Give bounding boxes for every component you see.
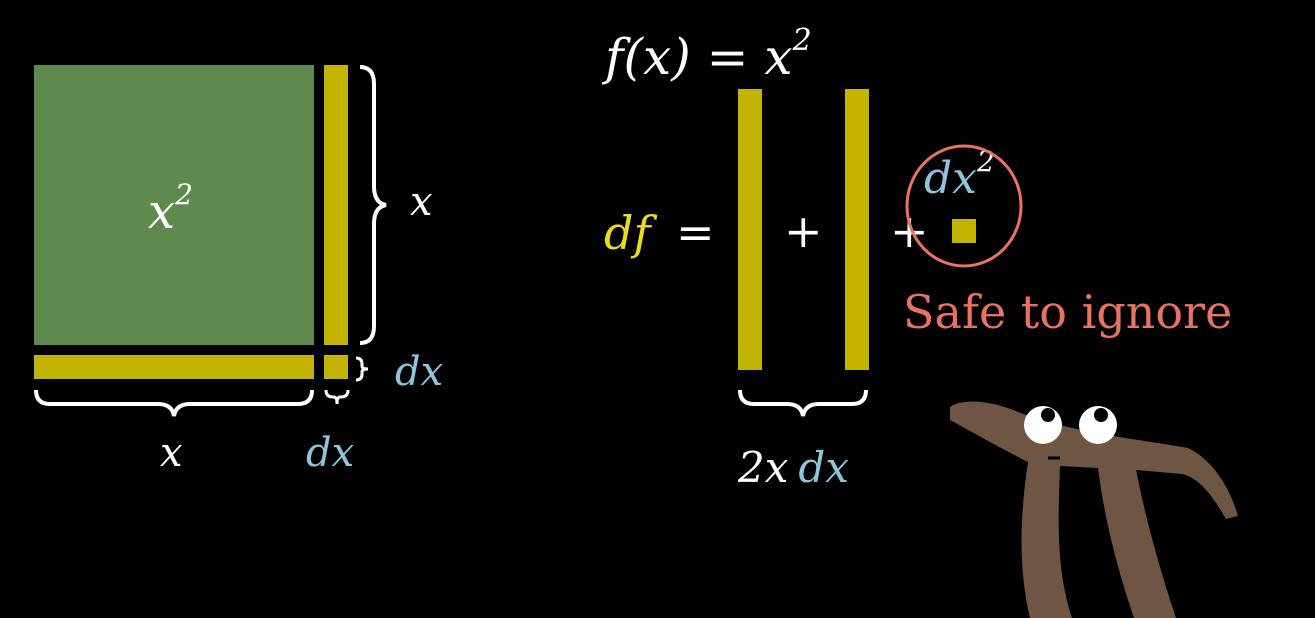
small-dx-brace-bottom <box>324 389 350 405</box>
right-pupil <box>1094 408 1108 422</box>
bottom-brace <box>34 389 314 417</box>
safe-to-ignore-note: Safe to ignore <box>903 285 1232 339</box>
two-x-dx-dx-part: dx <box>798 443 849 492</box>
bottom-label: x <box>160 430 183 476</box>
right-dx-strip <box>324 65 348 345</box>
function-definition: f(x) = x2 <box>601 23 812 86</box>
first-plus-sign: + <box>784 204 823 258</box>
tiny-dx-square <box>952 219 976 243</box>
highlight-circle <box>905 144 1023 268</box>
right-dx-label: dx <box>395 349 443 395</box>
second-strip <box>845 89 869 370</box>
pi-creature-icon <box>950 401 1238 618</box>
bottom-dx-strip <box>34 355 314 379</box>
derivative-equation: f(x) = x2 df = + + dx2 Safe to ignore 2x… <box>601 23 1232 492</box>
first-strip <box>738 89 762 370</box>
two-x-dx-brace <box>738 389 868 417</box>
right-side-brace <box>359 65 387 345</box>
two-x-dx-label: 2x dx <box>737 443 849 492</box>
right-side-label: x <box>410 179 433 225</box>
left-pupil <box>1041 408 1055 422</box>
second-plus-sign: + <box>890 204 929 258</box>
function-exponent: 2 <box>792 23 812 58</box>
dx-squared-label: dx2 <box>924 145 995 204</box>
x-squared-area <box>34 65 314 345</box>
pi-creature-body <box>950 401 1238 618</box>
bottom-dx-label: dx <box>306 430 354 476</box>
area-label-exponent: 2 <box>174 178 193 211</box>
square-diagram: x2 x dx x dx <box>34 65 443 476</box>
equals-sign: = <box>676 205 715 259</box>
small-dx-brace-right <box>355 356 369 382</box>
corner-dx-square <box>324 355 348 379</box>
area-label: x2 <box>148 178 193 240</box>
df-label: df <box>604 206 657 260</box>
